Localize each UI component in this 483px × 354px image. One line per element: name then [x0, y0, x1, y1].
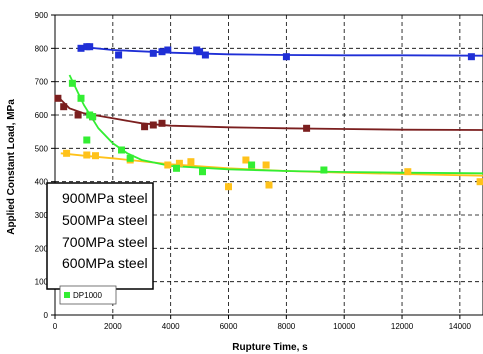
- y-tick-label: 500: [35, 144, 49, 153]
- data-point: [92, 152, 99, 160]
- x-tick-label: 12000: [391, 322, 414, 331]
- data-point: [164, 161, 172, 169]
- data-point: [196, 48, 204, 56]
- y-tick-label: 0: [44, 311, 49, 320]
- y-tick-label: 300: [35, 211, 49, 220]
- legend-label-700: 700MPa steel: [62, 234, 148, 250]
- data-point: [476, 178, 483, 186]
- x-tick-label: 4000: [162, 322, 180, 331]
- data-points: [54, 43, 483, 191]
- data-point: [77, 94, 85, 102]
- data-point: [141, 123, 149, 131]
- data-point: [199, 168, 206, 176]
- data-point: [265, 181, 273, 189]
- data-point: [303, 124, 311, 132]
- data-point: [149, 121, 157, 129]
- x-tick-label: 14000: [449, 322, 472, 331]
- x-axis-title: Rupture Time, s: [232, 342, 308, 353]
- x-tick-label: 10000: [333, 322, 356, 331]
- data-point: [158, 48, 166, 56]
- x-tick-label: 8000: [277, 322, 295, 331]
- data-point: [86, 43, 94, 51]
- legend-dp1000-box: [59, 285, 117, 305]
- data-point: [282, 53, 290, 61]
- x-tick-label: 6000: [220, 322, 238, 331]
- axis-ticks: 0 2000 4000 6000 8000 10000 12000 14000 0 100 200 3…: [35, 11, 472, 331]
- legend-label-900: 900MPa steel: [62, 190, 148, 206]
- data-point: [115, 51, 123, 59]
- data-point: [262, 161, 270, 169]
- data-point: [63, 149, 71, 157]
- data-point: [404, 168, 412, 176]
- y-tick-label: 900: [35, 11, 49, 20]
- data-point: [60, 103, 68, 111]
- legend-box: [46, 182, 154, 290]
- data-point: [68, 79, 76, 87]
- data-point: [320, 166, 328, 174]
- data-point: [149, 49, 157, 57]
- x-tick-label: 0: [53, 322, 58, 331]
- x-tick-label: 2000: [104, 322, 122, 331]
- data-point: [74, 111, 82, 119]
- data-point: [126, 154, 134, 162]
- y-tick-label: 700: [35, 78, 49, 87]
- y-tick-label: 400: [35, 178, 49, 187]
- data-point: [89, 113, 97, 121]
- data-point: [201, 51, 209, 59]
- data-point: [225, 183, 232, 191]
- data-point: [54, 94, 62, 102]
- data-point: [467, 53, 475, 61]
- y-tick-label: 200: [35, 244, 49, 253]
- data-point: [118, 146, 125, 154]
- y-tick-label: 800: [35, 44, 49, 53]
- data-point: [187, 158, 195, 166]
- data-point: [77, 44, 85, 52]
- data-point: [242, 156, 250, 164]
- legend-label-500: 500MPa steel: [62, 212, 148, 228]
- y-tick-label: 600: [35, 111, 49, 120]
- fit-line: [80, 46, 483, 57]
- data-point: [164, 46, 172, 54]
- y-axis-title: Applied Constant Load, MPa: [6, 99, 17, 235]
- y-tick-label: 100: [35, 278, 49, 287]
- data-point: [158, 119, 166, 127]
- data-point: [83, 151, 91, 159]
- legend-label-600: 600MPa steel: [62, 255, 148, 271]
- data-point: [248, 161, 256, 169]
- fit-line: [68, 74, 483, 175]
- data-point: [173, 164, 180, 172]
- legend-dp1000-marker: [64, 292, 70, 298]
- legend-dp1000-label: DP1000: [73, 291, 102, 300]
- data-point: [175, 159, 183, 167]
- data-point: [83, 136, 91, 144]
